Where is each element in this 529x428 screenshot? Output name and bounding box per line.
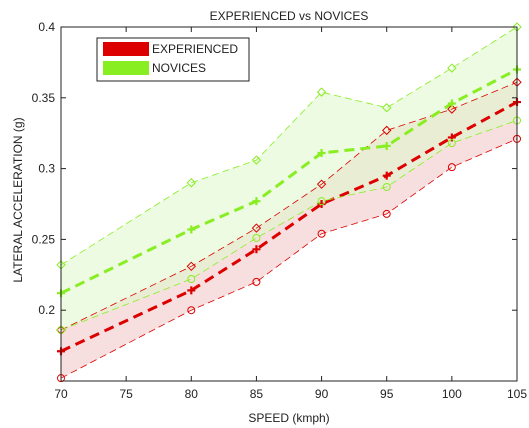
x-tick-label: 75 bbox=[119, 387, 133, 401]
experienced-upper-point bbox=[186, 261, 196, 272]
x-tick-label: 70 bbox=[54, 387, 68, 401]
novices-upper-point bbox=[251, 155, 262, 165]
x-tick-label: 100 bbox=[442, 387, 462, 401]
novices-upper-point bbox=[447, 63, 457, 73]
experienced-lower-line bbox=[60, 138, 518, 379]
legend-label-experienced: EXPERIENCED bbox=[152, 42, 238, 56]
y-tick-label: 0.3 bbox=[38, 162, 55, 176]
novices-mean-point bbox=[317, 149, 326, 158]
experienced-upper-point bbox=[447, 104, 457, 114]
novices-lower-point bbox=[252, 233, 261, 242]
legend-swatch-novices bbox=[103, 61, 149, 75]
x-tick-label: 85 bbox=[250, 387, 264, 401]
novices-mean-point bbox=[187, 225, 196, 234]
experienced-lower-point bbox=[317, 229, 326, 238]
novices-upper-point bbox=[186, 178, 196, 188]
experienced-lower-point bbox=[382, 209, 391, 218]
experienced-upper-point bbox=[382, 125, 392, 136]
experienced-upper-line bbox=[60, 81, 518, 331]
experienced-lower-point bbox=[187, 306, 196, 315]
band-novices bbox=[61, 27, 517, 331]
experienced-lower-point bbox=[252, 277, 261, 286]
chart-title: EXPERIENCED vs NOVICES bbox=[210, 9, 369, 23]
novices-upper-line bbox=[60, 26, 518, 266]
x-tick-label: 105 bbox=[507, 387, 527, 401]
x-tick-label: 95 bbox=[380, 387, 394, 401]
x-tick-label: 90 bbox=[315, 387, 329, 401]
experienced-upper-point bbox=[316, 179, 327, 189]
y-tick-label: 0.35 bbox=[32, 91, 56, 105]
novices-lower-point bbox=[447, 139, 456, 148]
novices-upper-point bbox=[382, 103, 392, 113]
novices-mean-point bbox=[252, 197, 261, 206]
novices-lower-point bbox=[187, 275, 196, 284]
legend: EXPERIENCED NOVICES bbox=[96, 37, 250, 82]
experienced-mean-point bbox=[252, 245, 261, 254]
plot-frame bbox=[60, 26, 518, 382]
y-tick-label: 0.4 bbox=[38, 20, 55, 34]
experienced-upper-point bbox=[251, 223, 262, 233]
y-tick-label: 0.2 bbox=[38, 303, 55, 317]
y-axis-label: LATERAL ACCELERATION (g) bbox=[11, 117, 25, 282]
novices-lower-point bbox=[382, 183, 391, 192]
experienced-lower-point bbox=[447, 163, 456, 172]
experienced-mean-point bbox=[187, 286, 196, 295]
y-tick-label: 0.25 bbox=[32, 232, 56, 246]
novices-mean-point bbox=[382, 141, 391, 150]
novices-lower-point bbox=[317, 197, 326, 206]
experienced-mean-point bbox=[447, 133, 456, 142]
novices-mean-point bbox=[447, 99, 456, 108]
novices-upper-point bbox=[316, 87, 327, 97]
x-tick-label: 80 bbox=[185, 387, 199, 401]
legend-swatch-experienced bbox=[103, 42, 149, 56]
legend-label-novices: NOVICES bbox=[152, 61, 206, 75]
x-axis-label: SPEED (kmph) bbox=[248, 411, 329, 425]
experienced-mean-point bbox=[382, 171, 391, 180]
